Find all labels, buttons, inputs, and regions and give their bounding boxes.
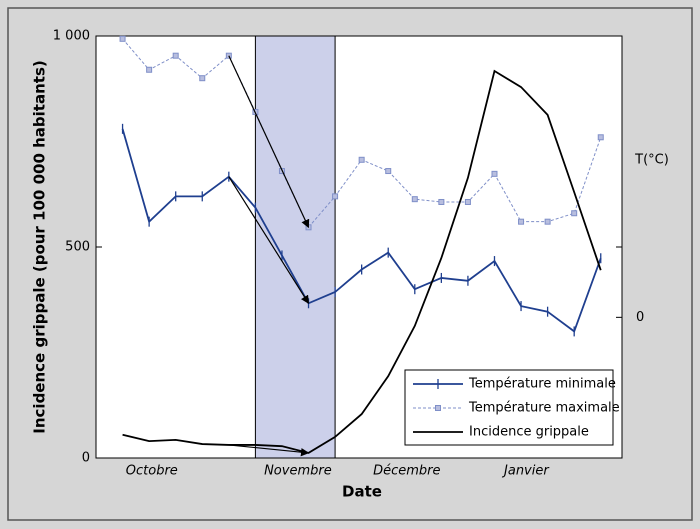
point [491, 170, 498, 177]
legend-label: Température minimale [468, 377, 616, 392]
x-tick-label: Décembre [373, 464, 440, 479]
arrow [228, 444, 310, 457]
point [571, 210, 578, 217]
point [358, 156, 365, 163]
point [332, 193, 339, 200]
y-tick-label: 0 [82, 451, 90, 466]
legend-marker [435, 405, 441, 411]
frame [7, 7, 693, 521]
y-tick-label: 1 000 [53, 29, 90, 44]
point [438, 198, 445, 205]
point [146, 66, 153, 73]
point [119, 35, 126, 42]
point [411, 196, 418, 203]
legend-label: Incidence grippale [469, 425, 589, 440]
x-axis-label: Date [342, 483, 382, 501]
x-tick-label: Octobre [126, 464, 178, 479]
point [199, 75, 206, 82]
series-line [122, 69, 602, 454]
x-tick-label: Janvier [501, 464, 550, 479]
y2-tick-label: 0 [636, 310, 644, 325]
y-tick-label: 500 [65, 240, 90, 255]
point [518, 218, 525, 225]
arrow [228, 176, 310, 304]
legend-label: Température maximale [468, 401, 620, 416]
shaded-period [254, 35, 336, 459]
y2-axis-label: T(°C) [634, 153, 669, 168]
point [385, 168, 392, 175]
y-axis-label: Incidence grippale (pour 100 000 habitan… [31, 60, 49, 433]
point [172, 52, 179, 59]
point [544, 218, 551, 225]
arrow [228, 55, 310, 229]
point [464, 198, 471, 205]
x-tick-label: Novembre [264, 464, 332, 479]
point [597, 134, 604, 141]
